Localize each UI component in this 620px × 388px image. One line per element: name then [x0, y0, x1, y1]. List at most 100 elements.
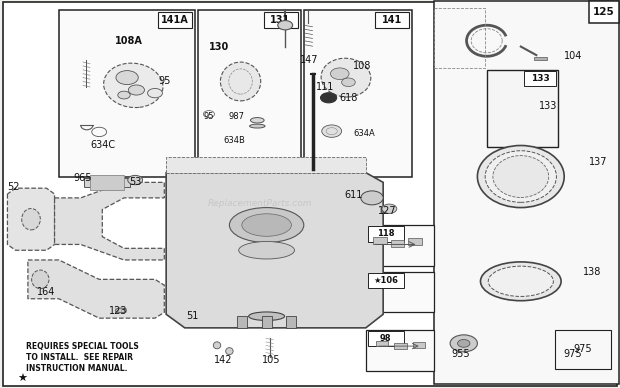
- Circle shape: [278, 21, 293, 30]
- Text: 141A: 141A: [161, 15, 189, 25]
- Ellipse shape: [493, 156, 549, 197]
- Ellipse shape: [250, 118, 264, 123]
- Bar: [391, 240, 404, 247]
- Ellipse shape: [115, 308, 126, 313]
- Polygon shape: [166, 173, 383, 328]
- Text: 618: 618: [340, 93, 358, 103]
- Bar: [394, 343, 407, 349]
- Text: 53: 53: [129, 177, 141, 187]
- Bar: [286, 316, 296, 328]
- Ellipse shape: [249, 124, 265, 128]
- Text: 975: 975: [563, 349, 582, 359]
- Bar: [84, 178, 130, 187]
- Text: 131: 131: [270, 15, 291, 25]
- Text: 147: 147: [300, 55, 319, 65]
- Text: 634C: 634C: [90, 140, 115, 151]
- Bar: [487, 70, 558, 147]
- Bar: [59, 10, 195, 177]
- Circle shape: [118, 91, 130, 99]
- Circle shape: [128, 175, 143, 185]
- Text: 611: 611: [345, 190, 363, 200]
- Bar: [366, 272, 434, 312]
- Circle shape: [342, 78, 355, 87]
- Circle shape: [450, 335, 477, 352]
- Polygon shape: [28, 260, 164, 318]
- Bar: [368, 226, 404, 242]
- Text: ReplacementParts.com: ReplacementParts.com: [208, 199, 312, 208]
- Text: 95: 95: [203, 112, 214, 121]
- Text: 108: 108: [353, 61, 372, 71]
- Text: 105: 105: [262, 355, 280, 365]
- Text: 137: 137: [589, 157, 608, 167]
- Text: INSTRUCTION MANUAL.: INSTRUCTION MANUAL.: [26, 364, 128, 373]
- Bar: [555, 330, 611, 369]
- Bar: [524, 71, 556, 86]
- Bar: [413, 342, 425, 348]
- Bar: [366, 225, 434, 266]
- Bar: [375, 12, 409, 28]
- Ellipse shape: [321, 58, 371, 97]
- Bar: [90, 175, 124, 190]
- Text: TO INSTALL.  SEE REPAIR: TO INSTALL. SEE REPAIR: [26, 353, 133, 362]
- Bar: [434, 1, 619, 384]
- Text: 975: 975: [574, 344, 592, 354]
- Bar: [408, 238, 422, 245]
- Text: 955: 955: [451, 349, 470, 359]
- Text: 111: 111: [316, 82, 335, 92]
- Circle shape: [321, 93, 337, 103]
- Text: 634B: 634B: [223, 136, 245, 145]
- Ellipse shape: [242, 214, 291, 236]
- Circle shape: [148, 88, 162, 98]
- Text: REQUIRES SPECIAL TOOLS: REQUIRES SPECIAL TOOLS: [26, 342, 139, 351]
- Bar: [373, 237, 387, 244]
- Ellipse shape: [229, 208, 304, 242]
- Ellipse shape: [226, 348, 233, 355]
- Ellipse shape: [249, 312, 285, 320]
- Bar: [589, 1, 619, 23]
- Text: 104: 104: [564, 51, 583, 61]
- Text: 987: 987: [228, 112, 244, 121]
- Text: ★106: ★106: [373, 276, 398, 285]
- Bar: [262, 316, 272, 328]
- Text: 142: 142: [214, 355, 232, 365]
- Ellipse shape: [488, 266, 553, 296]
- Text: 108A: 108A: [115, 36, 143, 46]
- Ellipse shape: [477, 146, 564, 208]
- Circle shape: [361, 191, 383, 205]
- Bar: [366, 330, 434, 371]
- Text: 164: 164: [37, 287, 56, 297]
- Text: 123: 123: [108, 306, 127, 316]
- Text: 125: 125: [593, 7, 615, 17]
- Text: 95: 95: [158, 76, 170, 87]
- Circle shape: [116, 71, 138, 85]
- Circle shape: [322, 125, 342, 137]
- Bar: [198, 10, 301, 177]
- Polygon shape: [7, 188, 55, 250]
- Text: 634A: 634A: [353, 129, 375, 139]
- Bar: [264, 12, 298, 28]
- Ellipse shape: [239, 241, 294, 259]
- Bar: [304, 10, 412, 177]
- Text: 138: 138: [583, 267, 601, 277]
- Circle shape: [128, 85, 144, 95]
- Bar: [376, 341, 388, 346]
- Text: 965: 965: [73, 173, 92, 183]
- Text: 130: 130: [209, 42, 229, 52]
- Circle shape: [330, 68, 349, 80]
- Bar: [368, 331, 404, 346]
- Ellipse shape: [32, 270, 49, 289]
- Ellipse shape: [22, 209, 40, 230]
- Polygon shape: [55, 182, 164, 260]
- Bar: [434, 8, 485, 68]
- Text: 51: 51: [186, 311, 198, 321]
- Text: 133: 133: [539, 100, 558, 111]
- Text: 127: 127: [378, 206, 397, 217]
- Text: 98: 98: [380, 334, 391, 343]
- Bar: [368, 273, 404, 288]
- Ellipse shape: [213, 342, 221, 349]
- Text: ★: ★: [17, 374, 27, 384]
- Bar: [237, 316, 247, 328]
- Ellipse shape: [480, 262, 561, 301]
- Ellipse shape: [104, 63, 163, 107]
- Text: 52: 52: [7, 182, 20, 192]
